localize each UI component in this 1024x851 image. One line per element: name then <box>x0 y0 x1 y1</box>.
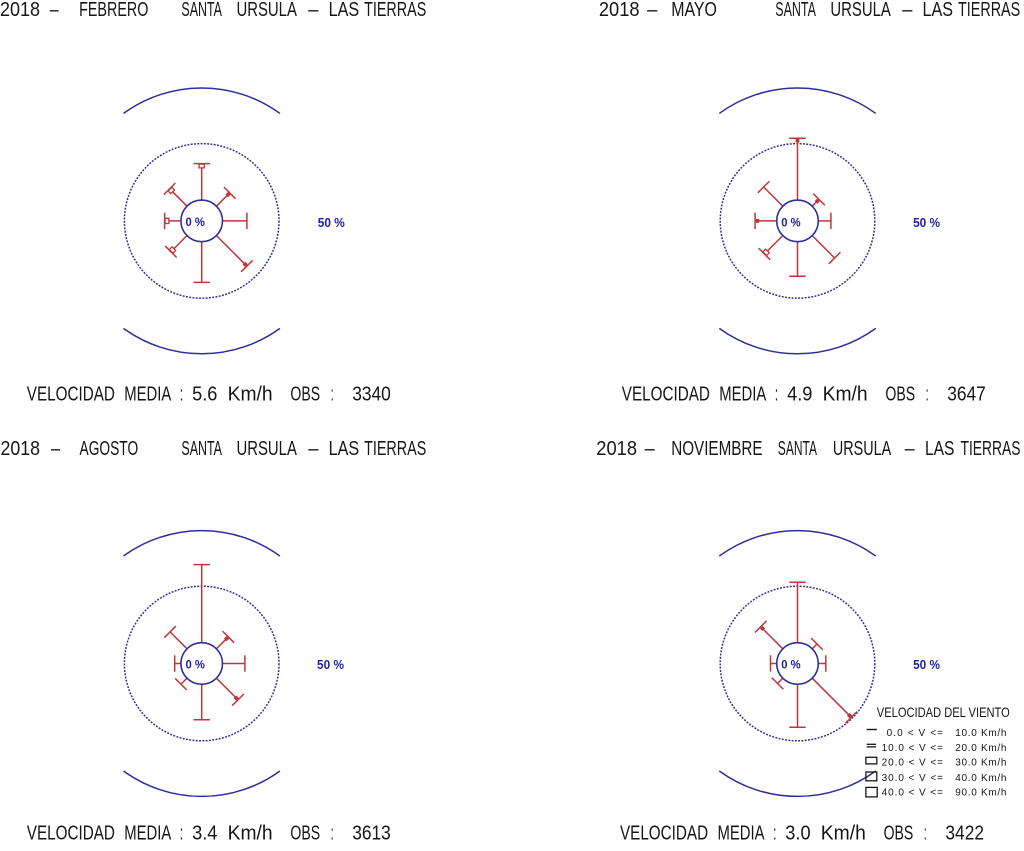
svg-text:–: – <box>647 0 658 21</box>
svg-text:SANTA: SANTA <box>775 0 816 21</box>
svg-text:0 %: 0 % <box>186 658 205 671</box>
svg-text:50 %: 50 % <box>317 658 344 672</box>
svg-text:2018: 2018 <box>0 0 40 21</box>
svg-text:SANTA: SANTA <box>181 438 222 460</box>
svg-text:TIERRAS: TIERRAS <box>364 0 426 21</box>
svg-text:VELOCIDAD DEL VIENTO: VELOCIDAD DEL VIENTO <box>877 705 1010 720</box>
svg-text:50 %: 50 % <box>913 658 940 672</box>
svg-text::: : <box>180 823 184 845</box>
svg-text:Km/h: Km/h <box>821 823 866 845</box>
svg-text:3422: 3422 <box>945 823 984 845</box>
svg-text:VELOCIDAD: VELOCIDAD <box>620 823 708 845</box>
svg-text:3340: 3340 <box>352 384 391 406</box>
svg-text:Km/h: Km/h <box>228 823 273 845</box>
svg-text:50 %: 50 % <box>913 216 940 230</box>
svg-text:VELOCIDAD: VELOCIDAD <box>622 384 710 406</box>
svg-text:VELOCIDAD: VELOCIDAD <box>27 823 115 845</box>
svg-text:40.0 Km/h: 40.0 Km/h <box>955 773 1006 784</box>
svg-text::: : <box>773 823 777 845</box>
svg-text:3.0: 3.0 <box>785 823 810 845</box>
svg-text:AGOSTO: AGOSTO <box>80 438 139 460</box>
svg-text:2018: 2018 <box>596 438 637 460</box>
svg-text:MEDIA: MEDIA <box>719 384 766 406</box>
svg-text:TIERRAS: TIERRAS <box>958 0 1020 21</box>
svg-text:30.0 Km/h: 30.0 Km/h <box>955 758 1006 769</box>
svg-text:Km/h: Km/h <box>228 384 273 406</box>
svg-text:–: – <box>905 438 916 460</box>
svg-text:SANTA: SANTA <box>181 0 222 21</box>
svg-text:URSULA: URSULA <box>237 0 298 21</box>
svg-text:0 %: 0 % <box>781 658 800 671</box>
svg-text:–: – <box>308 438 319 460</box>
svg-text:30.0 < V <=: 30.0 < V <= <box>882 773 944 784</box>
svg-text:NOVIEMBRE: NOVIEMBRE <box>671 438 762 460</box>
svg-text:OBS: OBS <box>290 823 320 845</box>
svg-text:3613: 3613 <box>352 823 391 845</box>
svg-text:URSULA: URSULA <box>833 438 892 460</box>
svg-text:2018: 2018 <box>1 438 41 460</box>
svg-text::: : <box>924 823 927 845</box>
svg-text:FEBRERO: FEBRERO <box>79 0 148 21</box>
svg-text:SANTA: SANTA <box>778 438 818 460</box>
svg-text:MAYO: MAYO <box>671 0 717 21</box>
svg-text:OBS: OBS <box>885 384 915 406</box>
svg-text:URSULA: URSULA <box>830 0 891 21</box>
svg-text:LAS: LAS <box>925 438 954 460</box>
svg-text:2018: 2018 <box>599 0 640 21</box>
svg-text:TIERRAS: TIERRAS <box>961 438 1021 460</box>
svg-text:MEDIA: MEDIA <box>718 823 765 845</box>
svg-text:TIERRAS: TIERRAS <box>364 438 426 460</box>
svg-text:5.6: 5.6 <box>192 384 217 406</box>
svg-text:3.4: 3.4 <box>192 823 217 845</box>
svg-text:4.9: 4.9 <box>787 384 812 406</box>
svg-text::: : <box>331 384 334 406</box>
svg-text:OBS: OBS <box>290 384 320 406</box>
svg-text:10.0 < V <=: 10.0 < V <= <box>882 743 944 754</box>
svg-text:–: – <box>50 0 59 21</box>
svg-text:50 %: 50 % <box>318 216 345 230</box>
svg-text:VELOCIDAD: VELOCIDAD <box>27 384 115 406</box>
svg-text:0 %: 0 % <box>781 216 800 229</box>
svg-text:40.0 < V <=: 40.0 < V <= <box>882 788 944 799</box>
svg-text:–: – <box>645 438 656 460</box>
svg-text:–: – <box>51 438 61 460</box>
svg-text:–: – <box>308 0 319 21</box>
svg-text::: : <box>926 384 929 406</box>
svg-text::: : <box>331 823 334 845</box>
svg-text:20.0 Km/h: 20.0 Km/h <box>955 743 1006 754</box>
svg-text:–: – <box>902 0 913 21</box>
svg-text:OBS: OBS <box>884 823 914 845</box>
svg-text:10.0 Km/h: 10.0 Km/h <box>955 728 1006 739</box>
svg-text:Km/h: Km/h <box>823 384 868 406</box>
svg-text:LAS: LAS <box>329 438 360 460</box>
svg-text:20.0 < V <=: 20.0 < V <= <box>882 758 944 769</box>
svg-text:3647: 3647 <box>947 384 986 406</box>
svg-text:URSULA: URSULA <box>237 438 298 460</box>
svg-text:MEDIA: MEDIA <box>124 823 171 845</box>
svg-text:90.0 Km/h: 90.0 Km/h <box>955 788 1006 799</box>
svg-text::: : <box>180 384 184 406</box>
svg-text::: : <box>775 384 779 406</box>
svg-text:LAS: LAS <box>329 0 360 21</box>
svg-text:0 %: 0 % <box>186 216 205 229</box>
svg-text:0.0 < V <=: 0.0 < V <= <box>887 728 944 739</box>
svg-text:MEDIA: MEDIA <box>124 384 171 406</box>
svg-text:LAS: LAS <box>923 0 954 21</box>
